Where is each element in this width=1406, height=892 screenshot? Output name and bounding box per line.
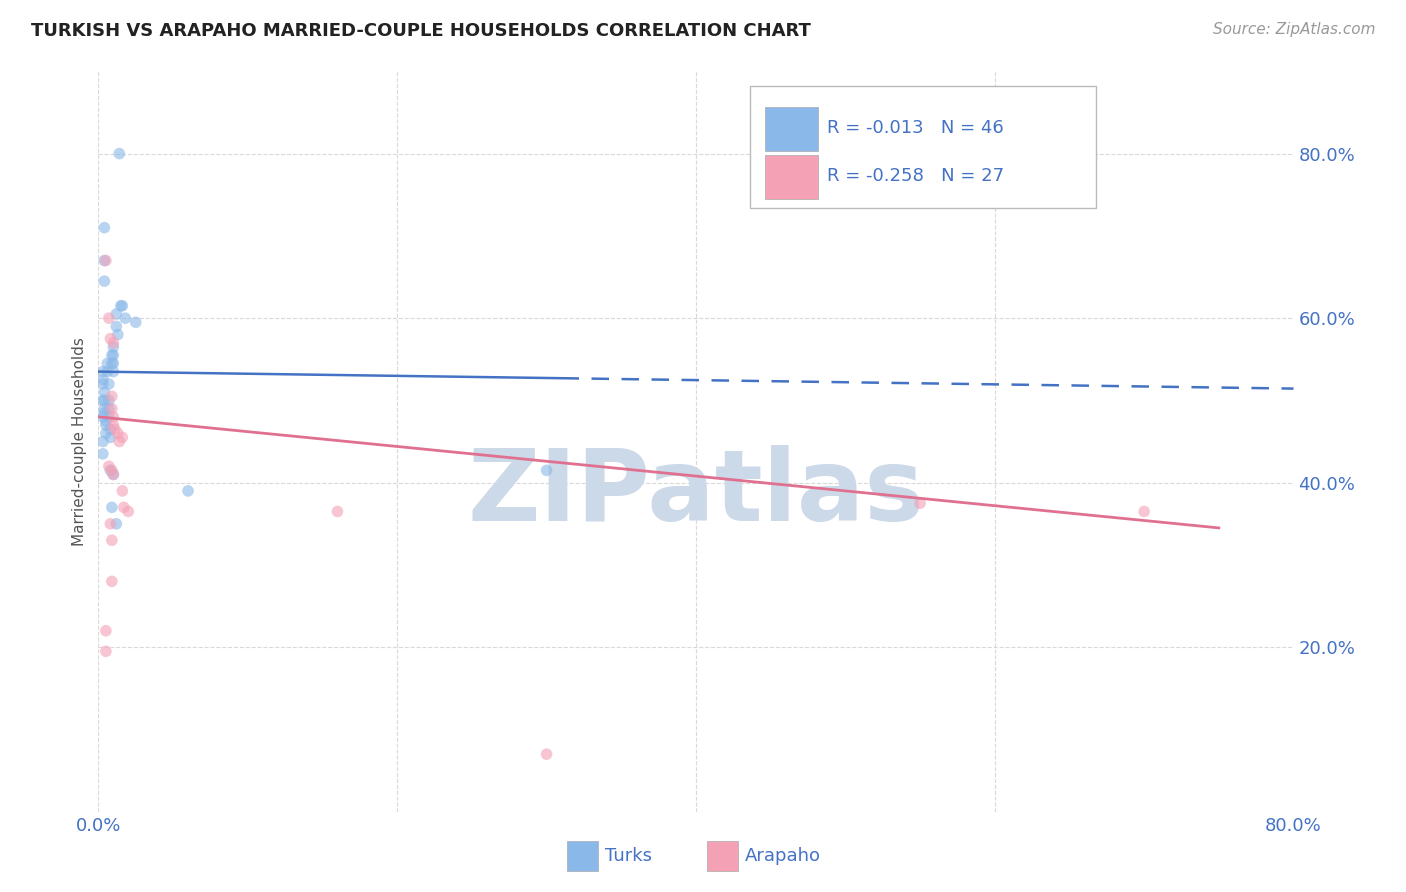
Point bbox=[101, 533, 124, 548]
FancyBboxPatch shape bbox=[765, 155, 818, 199]
Point bbox=[96, 356, 118, 370]
Point bbox=[91, 365, 114, 379]
Point bbox=[91, 376, 114, 391]
Point bbox=[94, 253, 117, 268]
Point bbox=[103, 356, 125, 370]
Point bbox=[94, 418, 117, 433]
Point bbox=[97, 409, 120, 424]
Point bbox=[326, 504, 349, 518]
Point bbox=[112, 500, 135, 515]
Point bbox=[1133, 504, 1156, 518]
Point bbox=[101, 463, 124, 477]
Point bbox=[177, 483, 200, 498]
Point bbox=[103, 418, 125, 433]
Point bbox=[114, 311, 136, 326]
Point bbox=[125, 315, 148, 329]
Point bbox=[536, 463, 558, 477]
Point bbox=[908, 496, 931, 510]
Point bbox=[98, 430, 122, 444]
Point bbox=[96, 365, 118, 379]
Point bbox=[103, 365, 125, 379]
Point bbox=[94, 426, 117, 441]
Point bbox=[536, 747, 558, 761]
Point bbox=[104, 422, 127, 436]
Text: R = -0.258   N = 27: R = -0.258 N = 27 bbox=[828, 168, 1004, 186]
Point bbox=[103, 467, 125, 482]
Point bbox=[105, 516, 128, 531]
Point bbox=[91, 373, 114, 387]
Point bbox=[108, 146, 131, 161]
Point bbox=[93, 220, 115, 235]
Point bbox=[101, 356, 124, 370]
Point bbox=[94, 624, 117, 638]
Point bbox=[101, 574, 124, 589]
Point bbox=[93, 406, 115, 420]
Point bbox=[103, 335, 125, 350]
Y-axis label: Married-couple Households: Married-couple Households bbox=[72, 337, 87, 546]
Point bbox=[111, 430, 134, 444]
Point bbox=[91, 447, 114, 461]
Point bbox=[93, 385, 115, 400]
FancyBboxPatch shape bbox=[765, 107, 818, 151]
Point bbox=[103, 409, 125, 424]
Point bbox=[105, 307, 128, 321]
Point bbox=[103, 467, 125, 482]
Text: R = -0.013   N = 46: R = -0.013 N = 46 bbox=[828, 120, 1004, 137]
Point bbox=[101, 401, 124, 416]
Text: Source: ZipAtlas.com: Source: ZipAtlas.com bbox=[1212, 22, 1375, 37]
Point bbox=[108, 434, 131, 449]
Point bbox=[107, 426, 129, 441]
Point bbox=[91, 409, 114, 424]
Point bbox=[97, 311, 120, 326]
Point bbox=[111, 483, 134, 498]
Text: Arapaho: Arapaho bbox=[745, 847, 821, 865]
Point bbox=[101, 500, 124, 515]
Point bbox=[93, 253, 115, 268]
Point bbox=[93, 274, 115, 288]
Point bbox=[101, 348, 124, 362]
Point bbox=[93, 393, 115, 408]
Point bbox=[98, 332, 122, 346]
Point bbox=[101, 389, 124, 403]
Point bbox=[94, 414, 117, 428]
Point bbox=[98, 422, 122, 436]
Point bbox=[97, 401, 120, 416]
Text: TURKISH VS ARAPAHO MARRIED-COUPLE HOUSEHOLDS CORRELATION CHART: TURKISH VS ARAPAHO MARRIED-COUPLE HOUSEH… bbox=[31, 22, 811, 40]
Point bbox=[97, 459, 120, 474]
Point bbox=[97, 376, 120, 391]
Text: ZIPatlas: ZIPatlas bbox=[468, 445, 924, 541]
Text: Turks: Turks bbox=[605, 847, 651, 865]
FancyBboxPatch shape bbox=[749, 87, 1097, 209]
Point bbox=[103, 340, 125, 354]
Point bbox=[98, 463, 122, 477]
Point bbox=[117, 504, 139, 518]
Point bbox=[98, 516, 122, 531]
Point bbox=[103, 348, 125, 362]
Point bbox=[91, 434, 114, 449]
Point bbox=[94, 644, 117, 658]
Point bbox=[105, 319, 128, 334]
Point bbox=[110, 299, 132, 313]
Point bbox=[93, 401, 115, 416]
Point bbox=[91, 393, 114, 408]
Point bbox=[111, 299, 134, 313]
Point bbox=[107, 327, 129, 342]
Point bbox=[97, 393, 120, 408]
